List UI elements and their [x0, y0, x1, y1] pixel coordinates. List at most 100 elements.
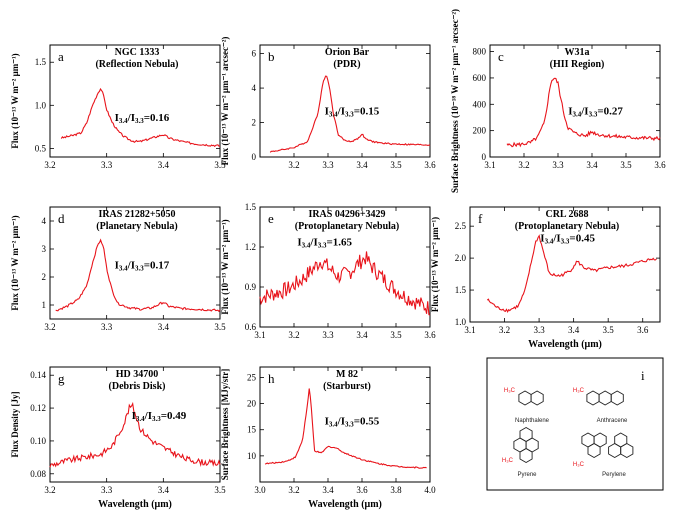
x-tick-label: 3.2	[499, 325, 510, 335]
panel-a: 3.2 3.3 3.4 3.5 0.5 1.0 1.5 a NGC 1333(Reflectio…	[10, 44, 226, 170]
ratio-text: /	[337, 416, 342, 428]
plot-frame	[489, 44, 661, 158]
x-tick-label: 3.2	[288, 160, 299, 170]
panel-letter: d	[58, 211, 65, 226]
x-tick-label: 3.4	[356, 160, 368, 170]
ratio-text: I	[584, 105, 588, 117]
spectrum-line	[49, 401, 221, 468]
x-axis-label: Wavelength (μm)	[528, 339, 602, 350]
ratio-label: I3.4/I3.3=0.45	[540, 233, 595, 246]
methyl-group: H₃C	[504, 388, 516, 394]
ratio-text: I	[132, 410, 136, 422]
ratio-label: I3.4/I3.3=0.27	[568, 105, 623, 118]
ring	[586, 390, 600, 406]
x-tick-label: 3.5	[390, 160, 402, 170]
x-tick-label: 3.5	[214, 322, 226, 332]
ratio-subscript: 3.3	[589, 110, 598, 118]
ratio-subscript: 3.3	[152, 415, 161, 423]
y-tick-label: 15	[247, 425, 257, 435]
ratio-text: /	[580, 105, 585, 117]
x-tick-label: 3.4	[322, 485, 334, 495]
ratio-text: /	[127, 260, 132, 272]
x-tick-label: 3.2	[44, 160, 55, 170]
panel-title: W31a	[565, 47, 590, 58]
molecule-name: Pyrene	[517, 472, 537, 478]
ring	[519, 426, 533, 443]
panel-title: IRAS 21282+5050	[98, 209, 175, 220]
x-tick-label: 3.6	[424, 330, 436, 340]
y-axis-label: Flux (10⁻¹³ W m⁻² μm⁻¹)	[430, 217, 440, 312]
ratio-subscript: 3.3	[135, 117, 144, 125]
y-tick-label: 800	[473, 47, 487, 57]
y-tick-label: 2.0	[455, 253, 467, 263]
molecule: Anthracene H₃C	[573, 388, 628, 424]
y-axis-label: Flux (10⁻¹³ W m⁻² μm⁻¹)	[10, 53, 20, 148]
ratio-text: /	[309, 236, 314, 248]
ring	[598, 390, 612, 406]
ratio-text: I	[131, 112, 135, 124]
x-tick-label: 3.2	[44, 322, 55, 332]
methyl-group: H₃C	[573, 462, 585, 468]
x-tick-label: 3.2	[44, 485, 55, 495]
panel-subtitle: (Reflection Nebula)	[95, 59, 178, 70]
spectrum-line	[506, 77, 661, 148]
y-tick-label: 0.5	[35, 143, 47, 153]
ratio-text: =0.27	[597, 105, 623, 117]
ratio-subscript: 3.3	[135, 265, 144, 273]
x-tick-label: 3.6	[654, 160, 666, 170]
x-tick-label: 3.1	[464, 325, 475, 335]
spectrum-line	[259, 251, 431, 316]
y-tick-label: 10	[247, 451, 257, 461]
molecule-name: Anthracene	[597, 418, 628, 424]
y-tick-label: 400	[473, 99, 487, 109]
x-tick-label: 3.4	[158, 322, 170, 332]
ratio-label: I3.4/I3.3=0.16	[115, 112, 170, 125]
x-axis-label: Wavelength (μm)	[98, 499, 172, 510]
y-tick-label: 0.10	[30, 436, 46, 446]
x-tick-label: 3.4	[158, 160, 170, 170]
x-tick-label: 3.6	[637, 325, 649, 335]
ratio-label: I3.4/I3.3=1.65	[297, 236, 352, 249]
plot-frame	[259, 366, 431, 483]
panel-subtitle: (Starburst)	[323, 381, 371, 392]
y-tick-label: 6	[252, 49, 257, 59]
ratio-label: I3.4/I3.3=0.49	[132, 410, 187, 423]
x-tick-label: 3.3	[101, 485, 113, 495]
y-tick-label: 200	[473, 126, 487, 136]
ratio-label: I3.4/I3.3=0.15	[325, 105, 380, 118]
panel-letter: g	[58, 371, 65, 386]
panel-title: M 82	[336, 369, 358, 380]
molecule-frame	[486, 357, 664, 491]
y-axis-label: Flux (10⁻¹³ W m⁻² μm⁻¹ arcsec⁻²)	[220, 37, 230, 166]
x-tick-label: 3.8	[390, 485, 402, 495]
x-tick-label: 3.4	[586, 160, 598, 170]
ratio-text: I	[115, 260, 119, 272]
ratio-label: I3.4/I3.3=0.55	[325, 416, 380, 429]
y-tick-label: 0.12	[30, 403, 46, 413]
panel-letter: h	[268, 371, 275, 386]
y-axis-label: Flux (10⁻¹³ W m⁻² μm⁻¹)	[10, 215, 20, 310]
ratio-text: I	[341, 416, 345, 428]
x-tick-label: 3.1	[484, 160, 495, 170]
ratio-subscript: 3.4	[136, 415, 145, 423]
molecule: Naphthalene H₃C	[504, 388, 550, 424]
ratio-text: I	[556, 233, 560, 245]
ratio-subscript: 3.4	[119, 117, 128, 125]
panel-c: 3.1 3.2 3.3 3.4 3.5 3.6 0 200 400 600 800 c W31a(HII…	[450, 9, 666, 193]
ratio-subscript: 3.4	[119, 265, 128, 273]
panel-letter: c	[498, 49, 504, 64]
x-tick-label: 3.4	[158, 485, 170, 495]
x-tick-label: 3.1	[254, 330, 265, 340]
x-tick-label: 3.3	[101, 160, 113, 170]
x-tick-label: 3.4	[356, 330, 368, 340]
x-tick-label: 3.4	[568, 325, 580, 335]
y-tick-label: 2.5	[455, 221, 467, 231]
y-tick-label: 1.0	[455, 317, 467, 327]
plot-frame	[49, 366, 221, 483]
y-tick-label: 2	[252, 118, 257, 128]
y-tick-label: 1	[42, 300, 47, 310]
y-tick-label: 3	[42, 244, 47, 254]
plot-frame	[259, 206, 431, 328]
y-tick-label: 25	[247, 372, 257, 382]
x-tick-label: 3.5	[214, 485, 226, 495]
